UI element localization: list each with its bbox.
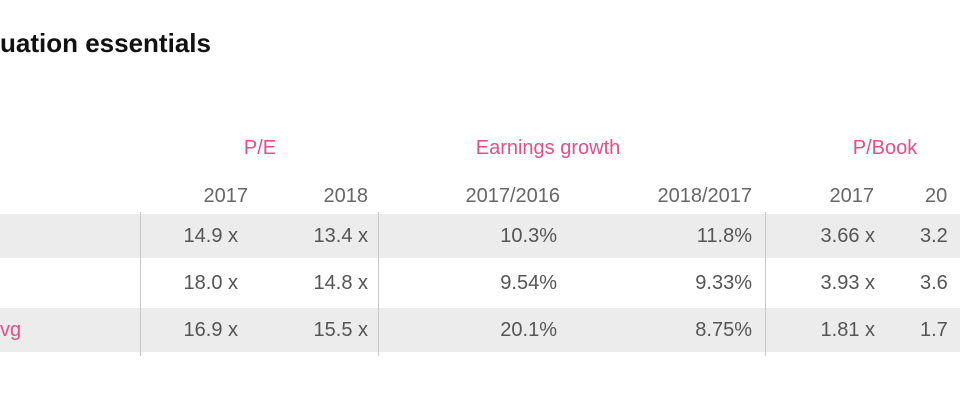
column-header: 2017 (829, 185, 875, 207)
group-header: P/Book (852, 137, 918, 159)
table-cell: 11.8% (696, 225, 752, 247)
table-cell: 8.75% (695, 319, 752, 341)
table-cell: 10.3% (500, 225, 557, 247)
row-label: vg (0, 319, 22, 341)
column-separator (378, 212, 379, 356)
table-cell: 20.1% (500, 319, 557, 341)
table-cell: 9.33% (695, 272, 752, 294)
group-header: Earnings growth (475, 137, 621, 159)
table-cell: 9.54% (500, 272, 557, 294)
table-cell: 18.0 x (183, 272, 238, 294)
column-separator (765, 212, 766, 356)
column-header: 2017/2016 (465, 185, 560, 207)
table-cell: 3.66 x (820, 225, 875, 247)
table-cell: 1.7 (920, 319, 948, 341)
table-cell: 3.2 (920, 225, 948, 247)
row-band (0, 214, 960, 258)
column-header: 2018/2017 (657, 185, 752, 207)
column-header: 20 (925, 185, 948, 207)
column-header: 2018 (323, 185, 369, 207)
table-cell: 3.93 x (820, 272, 875, 294)
column-header: 2017 (203, 185, 249, 207)
title: uation essentials (0, 28, 211, 58)
table-cell: 15.5 x (313, 319, 368, 341)
table-cell: 14.9 x (183, 225, 238, 247)
table-cell: 1.81 x (820, 319, 875, 341)
table-cell: 14.8 x (313, 272, 368, 294)
table-cell: 16.9 x (183, 319, 238, 341)
table-cell: 13.4 x (313, 225, 368, 247)
table-cell: 3.6 (920, 272, 948, 294)
group-header: P/E (243, 137, 277, 159)
row-band (0, 308, 960, 352)
column-separator (140, 212, 141, 356)
